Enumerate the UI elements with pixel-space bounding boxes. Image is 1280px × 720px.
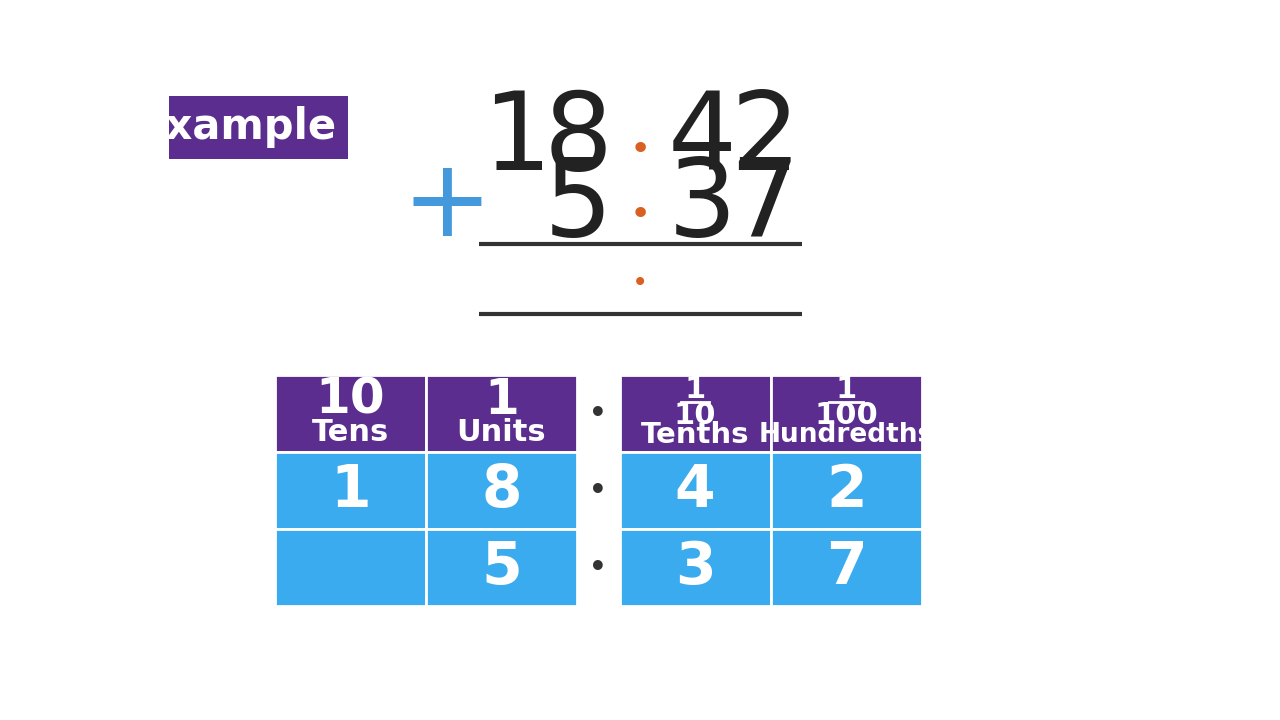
Bar (620, 529, 771, 606)
Bar (620, 375, 771, 452)
Text: Example 1: Example 1 (137, 107, 380, 148)
Text: 1: 1 (836, 374, 856, 403)
Text: 3: 3 (675, 539, 716, 596)
Text: Tens: Tens (311, 418, 389, 447)
Text: 1: 1 (330, 462, 371, 519)
Text: 5: 5 (481, 539, 522, 596)
Bar (426, 529, 577, 606)
Text: 7: 7 (730, 153, 799, 258)
Text: 1: 1 (484, 376, 518, 424)
Text: Tenths: Tenths (641, 421, 749, 449)
Text: 3: 3 (668, 153, 737, 258)
Bar (771, 375, 922, 452)
Text: •: • (589, 400, 607, 428)
Bar (426, 375, 577, 452)
Text: 8: 8 (544, 87, 613, 193)
Text: Hundredths: Hundredths (759, 422, 934, 449)
Text: 2: 2 (730, 87, 799, 193)
Bar (426, 452, 577, 529)
Text: 1: 1 (685, 374, 705, 403)
Bar (275, 375, 426, 452)
Text: •: • (630, 132, 652, 166)
Text: 100: 100 (814, 401, 878, 430)
Text: 1: 1 (483, 87, 550, 193)
Bar (169, 96, 348, 159)
Bar (620, 452, 771, 529)
Text: •: • (630, 198, 652, 232)
Bar (771, 529, 922, 606)
Text: 7: 7 (826, 539, 867, 596)
Bar (275, 452, 426, 529)
Text: •: • (589, 477, 607, 505)
Text: 2: 2 (826, 462, 867, 519)
Bar (275, 529, 426, 606)
Text: •: • (632, 269, 649, 297)
Bar (771, 452, 922, 529)
Text: Units: Units (457, 418, 547, 447)
Text: •: • (589, 554, 607, 582)
Text: 5: 5 (544, 153, 613, 258)
Text: +: + (402, 153, 493, 258)
Text: 10: 10 (673, 401, 717, 430)
Text: 4: 4 (668, 87, 737, 193)
Text: 4: 4 (675, 462, 716, 519)
Text: 10: 10 (315, 376, 385, 424)
Text: 8: 8 (481, 462, 522, 519)
